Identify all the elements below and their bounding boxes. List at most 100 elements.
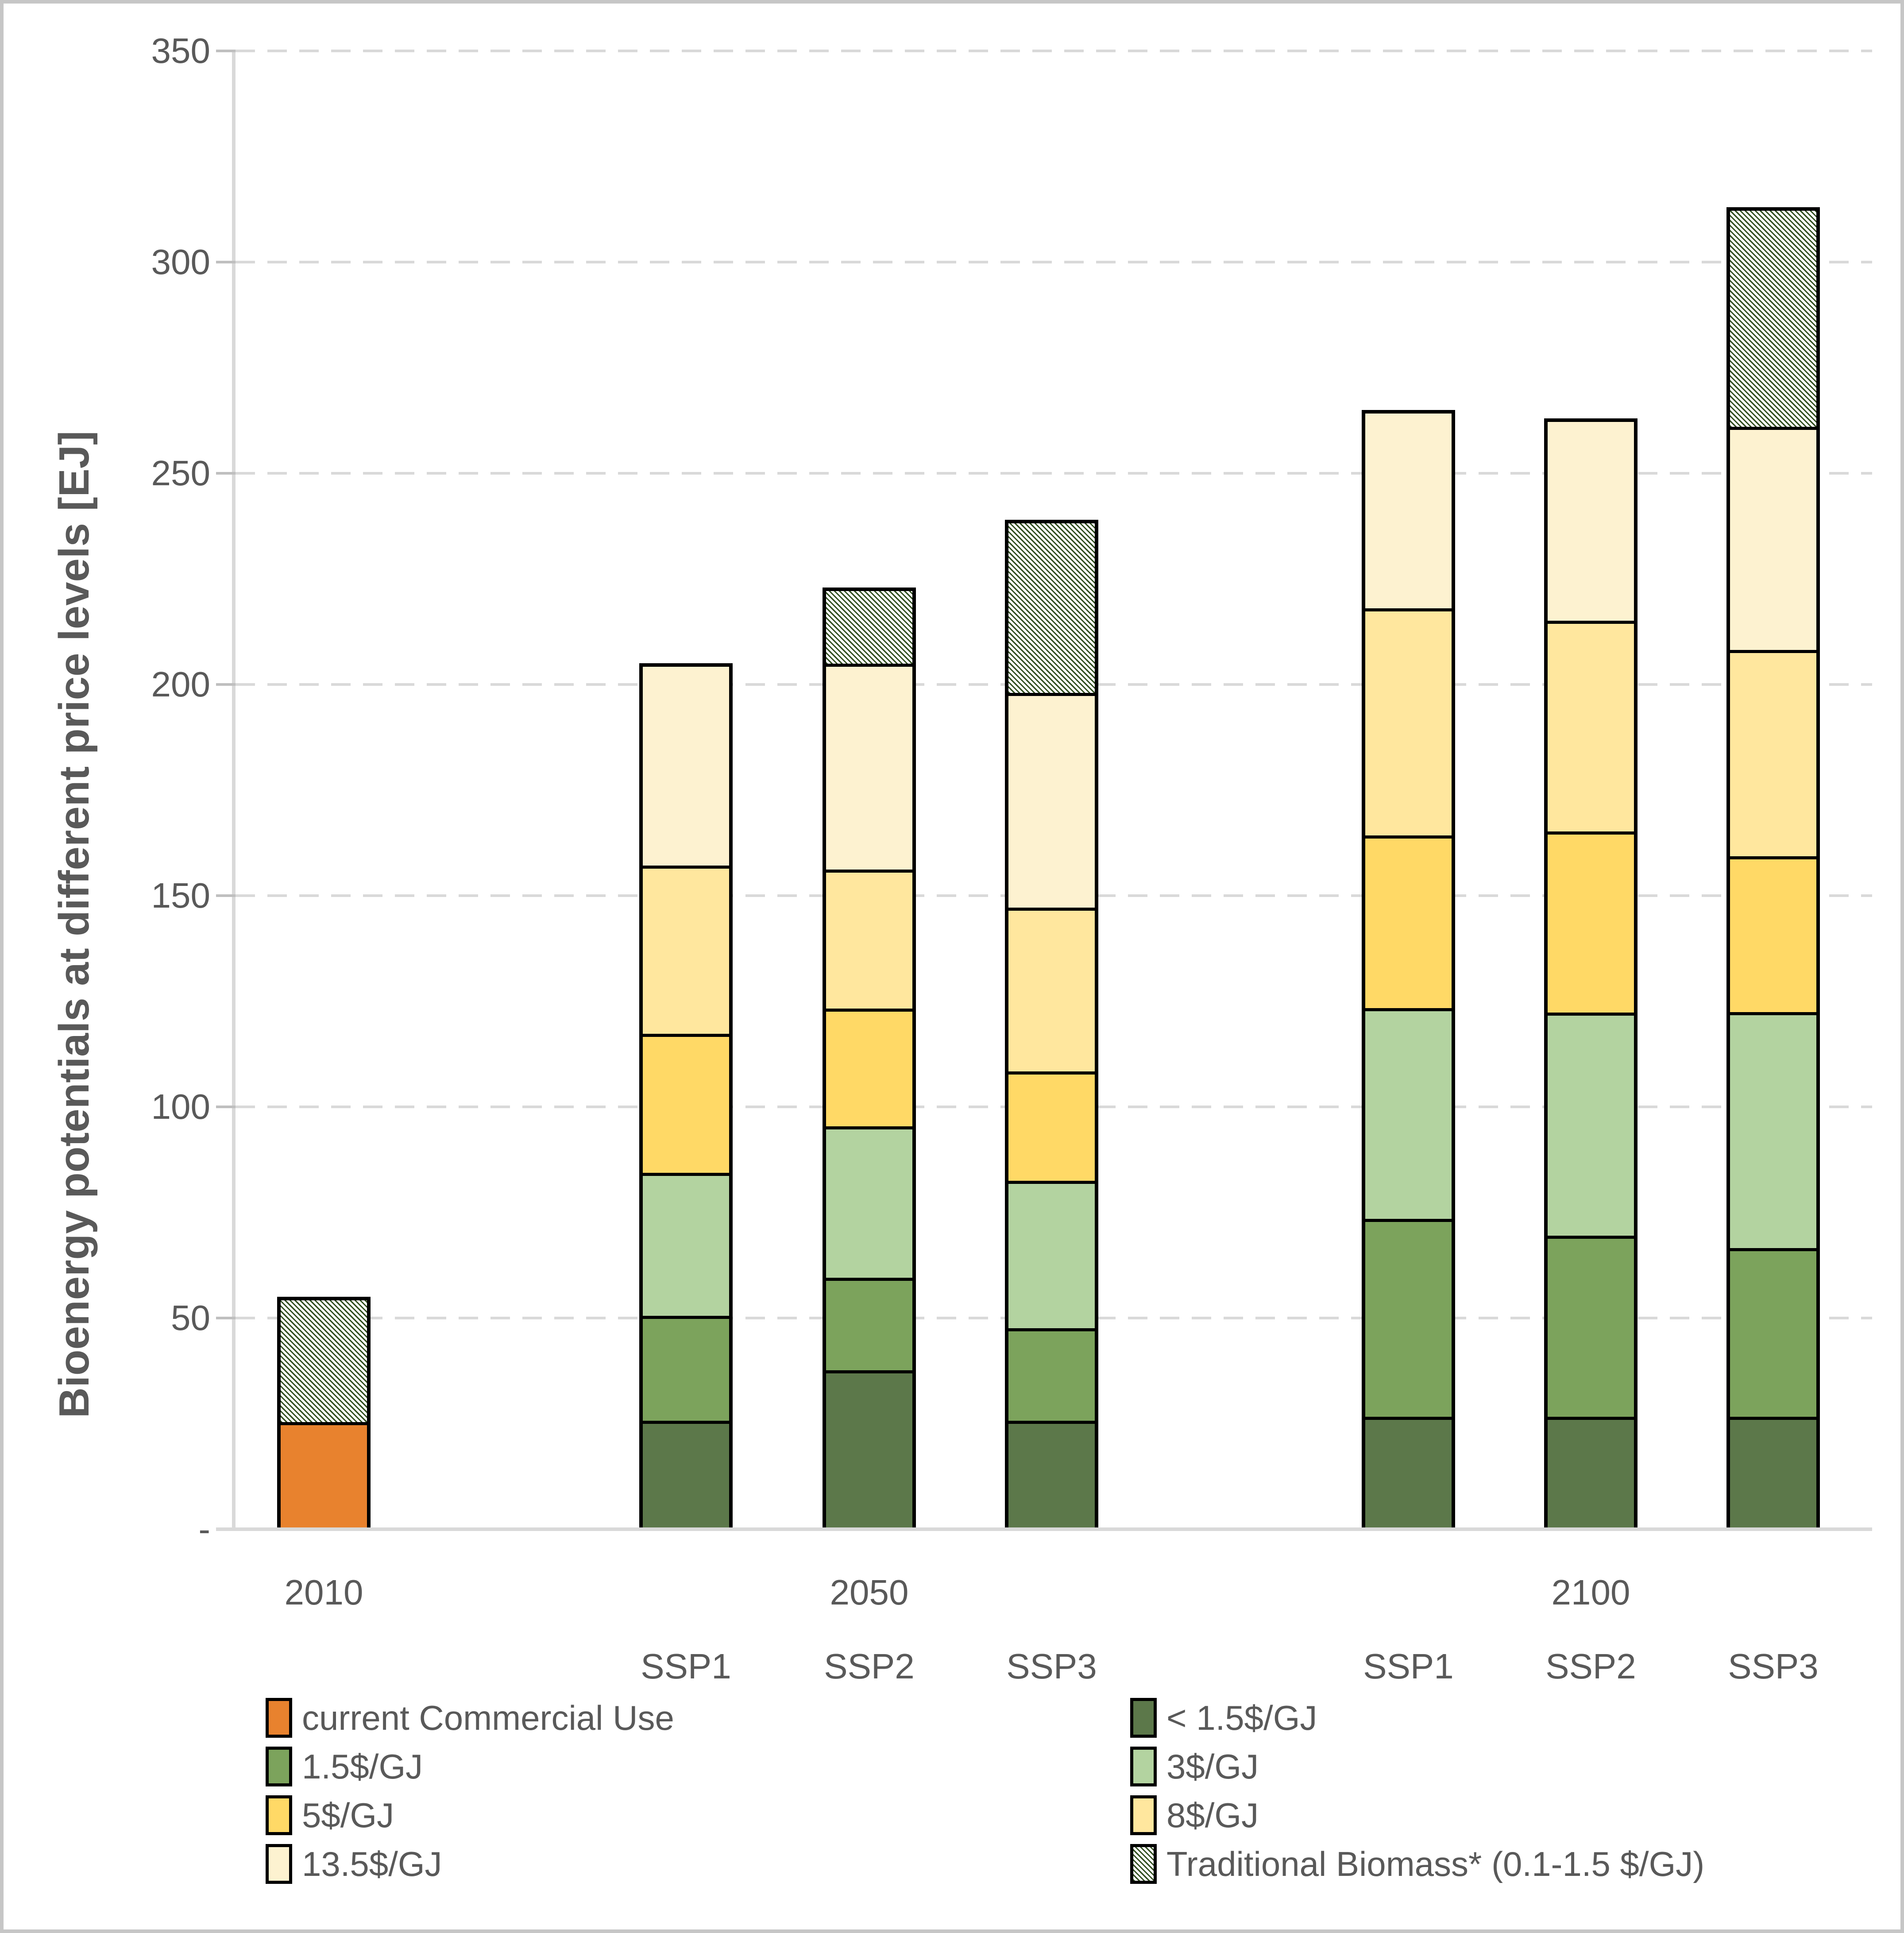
y-tick-250	[216, 472, 236, 475]
legend-label: Traditional Biomass* (0.1-1.5 $/GJ)	[1166, 1844, 1705, 1883]
legend-swatch	[266, 1698, 292, 1738]
x-ssp-label-6: SSP3	[1728, 1647, 1819, 1686]
y-tick-label-150: 150	[151, 876, 210, 915]
bar-segment-8-gj	[643, 869, 729, 1037]
bar-segment-13-5-gj	[643, 667, 729, 869]
bar-segment-1-5-gj	[1008, 1331, 1095, 1424]
legend-item-8-gj: 8$/GJ	[1130, 1795, 1259, 1835]
bar-segment-13-5-gj	[1008, 696, 1095, 911]
y-axis-line	[232, 51, 236, 1529]
bar-segment-3-gj	[1008, 1184, 1095, 1332]
bar-segment--1-5-gj	[826, 1373, 912, 1529]
y-tick-50	[216, 1317, 236, 1319]
legend-item-13-5-gj: 13.5$/GJ	[266, 1844, 442, 1884]
bar-segment-1-5-gj	[826, 1281, 912, 1374]
bar-ssp3-2050	[1005, 519, 1098, 1530]
bar-segment-5-gj	[826, 1012, 912, 1130]
x-ssp-label-3: SSP3	[1006, 1647, 1097, 1686]
bar-ssp1-2050	[639, 663, 733, 1529]
bar-segment-1-5-gj	[1365, 1222, 1452, 1420]
legend-item--1-5-gj: < 1.5$/GJ	[1130, 1698, 1317, 1738]
y-tick-label-350: 350	[151, 31, 210, 70]
bar-ssp2-2050	[823, 587, 916, 1529]
x-year-label-2100: 2100	[1551, 1573, 1630, 1612]
bar-segment-8-gj	[1730, 653, 1816, 860]
gridline-250	[236, 472, 1872, 475]
legend-item-traditional-biomass-0-1-1-5-gj-: Traditional Biomass* (0.1-1.5 $/GJ)	[1130, 1844, 1704, 1884]
y-tick-300	[216, 261, 236, 263]
bar-segment--1-5-gj	[1365, 1419, 1452, 1529]
bar-ssp3-2100	[1726, 207, 1820, 1529]
x-year-label-2050: 2050	[830, 1573, 909, 1612]
x-ssp-label-2: SSP2	[824, 1647, 915, 1686]
x-ssp-label-1: SSP1	[641, 1647, 731, 1686]
bar-segment--1-5-gj	[1730, 1419, 1816, 1529]
legend-label: < 1.5$/GJ	[1166, 1698, 1317, 1737]
legend-label: 3$/GJ	[1166, 1747, 1259, 1786]
y-tick-350	[216, 50, 236, 52]
bar-segment-1-5-gj	[643, 1318, 729, 1424]
legend-swatch	[1130, 1698, 1157, 1738]
bar-segment-3-gj	[826, 1129, 912, 1281]
plot-area	[236, 50, 1872, 1530]
bar-segment-3-gj	[1365, 1011, 1452, 1222]
bar-segment-1-5-gj	[1730, 1251, 1816, 1420]
bar-segment-traditional-biomass-0-1-1-5-gj-	[1730, 210, 1816, 430]
gridline-350	[236, 50, 1872, 52]
gridline-300	[236, 261, 1872, 263]
y-tick-label-200: 200	[151, 665, 210, 704]
bar-segment-5-gj	[1008, 1075, 1095, 1184]
bar-2010	[277, 1297, 371, 1529]
bar-segment-5-gj	[1730, 859, 1816, 1016]
legend-swatch	[266, 1747, 292, 1786]
legend-item-1-5-gj: 1.5$/GJ	[266, 1747, 423, 1786]
y-tick-label-300: 300	[151, 242, 210, 282]
y-tick-label-0: -	[198, 1509, 210, 1549]
legend-swatch	[266, 1844, 292, 1884]
legend-label: 1.5$/GJ	[302, 1747, 423, 1786]
bar-segment-5-gj	[643, 1037, 729, 1176]
bar-segment-8-gj	[1008, 910, 1095, 1075]
bar-segment-current-commercial-use	[281, 1425, 367, 1529]
bar-ssp1-2100	[1362, 410, 1455, 1529]
y-tick-label-100: 100	[151, 1087, 210, 1126]
y-tick-label-50: 50	[171, 1298, 210, 1338]
bar-segment-13-5-gj	[1548, 421, 1634, 624]
bar-segment-1-5-gj	[1548, 1238, 1634, 1420]
bar-segment-8-gj	[826, 873, 912, 1012]
legend-swatch	[1130, 1795, 1157, 1835]
x-axis-line	[216, 1527, 1872, 1531]
legend-item-3-gj: 3$/GJ	[1130, 1747, 1259, 1786]
bar-segment-3-gj	[1548, 1015, 1634, 1239]
x-ssp-label-4: SSP1	[1363, 1647, 1454, 1686]
bar-segment-13-5-gj	[1730, 429, 1816, 653]
bar-segment-13-5-gj	[1365, 413, 1452, 611]
bar-segment-3-gj	[643, 1175, 729, 1319]
bar-ssp2-2100	[1544, 418, 1638, 1529]
legend-swatch	[1130, 1844, 1157, 1884]
legend-item-5-gj: 5$/GJ	[266, 1795, 394, 1835]
legend-swatch	[266, 1795, 292, 1835]
x-year-label-2010: 2010	[284, 1573, 363, 1612]
y-tick-150	[216, 894, 236, 897]
legend-label: 8$/GJ	[1166, 1795, 1259, 1835]
y-tick-100	[216, 1106, 236, 1108]
bar-segment--1-5-gj	[1008, 1424, 1095, 1530]
legend-label: 5$/GJ	[302, 1795, 394, 1835]
legend-swatch	[1130, 1747, 1157, 1786]
y-tick-label-250: 250	[151, 453, 210, 493]
bar-segment--1-5-gj	[1548, 1419, 1634, 1529]
bar-segment-traditional-biomass-0-1-1-5-gj-	[826, 591, 912, 667]
bar-segment-traditional-biomass-0-1-1-5-gj-	[1008, 523, 1095, 696]
bar-segment-3-gj	[1730, 1015, 1816, 1252]
bar-segment-5-gj	[1365, 839, 1452, 1012]
legend-item-current-commercial-use: current Commercial Use	[266, 1698, 674, 1738]
bar-segment-5-gj	[1548, 834, 1634, 1016]
bar-segment--1-5-gj	[643, 1424, 729, 1529]
legend-label: 13.5$/GJ	[302, 1844, 442, 1883]
x-ssp-label-5: SSP2	[1545, 1647, 1636, 1686]
legend-label: current Commercial Use	[302, 1698, 674, 1737]
bar-segment-8-gj	[1548, 624, 1634, 835]
bar-segment-13-5-gj	[826, 666, 912, 873]
